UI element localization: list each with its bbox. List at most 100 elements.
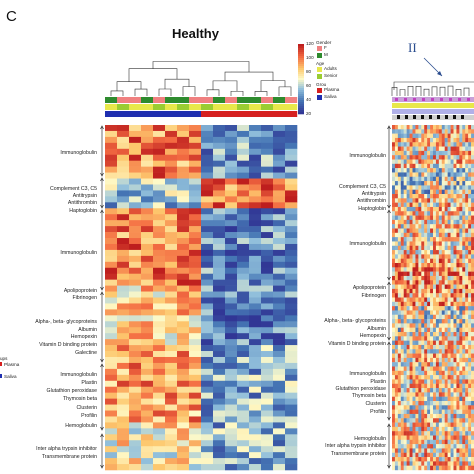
heat-cell: [177, 196, 190, 203]
heat-cell: [444, 435, 448, 441]
heat-cell: [201, 273, 214, 280]
row-group-brackets: [100, 125, 391, 469]
heat-cell: [435, 344, 440, 350]
heat-cell: [403, 392, 407, 397]
heat-cell: [456, 284, 460, 290]
heat-cell: [421, 271, 425, 277]
heat-cell: [392, 362, 396, 367]
legend-gradient-step: [298, 62, 304, 65]
heat-cell: [465, 237, 469, 242]
heat-cell: [433, 465, 437, 471]
heat-cell: [438, 336, 442, 341]
heat-cell: [249, 178, 262, 185]
heat-cell: [424, 254, 428, 259]
bracket-arrow: [100, 204, 104, 209]
heat-cell: [447, 245, 451, 251]
heat-cell: [424, 293, 428, 298]
heat-cell: [424, 245, 428, 251]
heat-cell: [285, 398, 298, 405]
heat-cell: [394, 146, 399, 152]
heat-cell: [438, 465, 442, 471]
heat-cell: [468, 306, 472, 311]
heat-cell: [433, 219, 437, 225]
heat-cell: [415, 224, 419, 229]
heat-cell: [117, 315, 130, 322]
heat-cell: [465, 176, 469, 182]
heat-cell: [430, 332, 434, 337]
heat-cell: [249, 261, 262, 269]
heat-cell: [153, 428, 166, 435]
heat-cell: [462, 401, 466, 406]
heat-cell: [468, 228, 472, 234]
heat-cell: [430, 284, 434, 290]
heat-cell: [409, 189, 413, 195]
heat-cell: [237, 327, 250, 334]
heat-cell: [430, 137, 434, 143]
heat-cell: [213, 345, 226, 352]
heat-cell: [105, 398, 118, 405]
heat-cell: [465, 362, 469, 367]
heat-cell: [462, 146, 466, 152]
heat-cell: [261, 178, 274, 185]
heat-cell: [427, 215, 431, 221]
heat-cell: [261, 172, 274, 179]
heat-cell: [435, 146, 440, 152]
heat-cell: [441, 245, 445, 251]
heat-cell: [453, 150, 457, 156]
heat-cell: [400, 142, 404, 147]
heat-cell: [465, 306, 469, 311]
heat-cell: [450, 319, 454, 324]
heat-cell: [403, 426, 407, 432]
legend-gradient-step: [298, 84, 304, 87]
heat-cell: [177, 321, 190, 328]
heat-cell: [415, 275, 419, 281]
heat-cell: [141, 315, 154, 322]
heat-cell: [165, 226, 178, 233]
heat-cell: [394, 206, 399, 212]
heat-cell: [394, 349, 399, 354]
heat-cell: [438, 159, 442, 165]
heat-cell: [189, 327, 202, 334]
heat-cell: [433, 163, 437, 169]
heat-cell: [412, 237, 416, 242]
heat-cell: [468, 297, 472, 303]
heat-cell: [456, 362, 460, 367]
heat-cell: [213, 166, 226, 173]
heat-cell: [201, 285, 214, 292]
heat-cell: [456, 237, 460, 242]
heat-cell: [273, 142, 286, 150]
heat-cell: [415, 353, 419, 359]
heat-cell: [468, 137, 472, 143]
heat-cell: [189, 303, 202, 310]
heat-cell: [189, 125, 202, 132]
heat-cell: [141, 148, 154, 156]
heat-cell: [471, 185, 474, 190]
heat-cell: [129, 160, 142, 167]
heat-cell: [465, 172, 469, 177]
heat-cell: [213, 398, 226, 405]
heat-cell: [418, 181, 422, 186]
heat-cell: [435, 444, 440, 449]
heat-cell: [403, 297, 407, 303]
heat-cell: [441, 194, 445, 199]
heat-cell: [249, 410, 262, 417]
heat-cell: [392, 401, 396, 406]
heat-cell: [403, 211, 407, 216]
heat-cell: [453, 353, 457, 359]
heat-cell: [459, 379, 463, 384]
heat-cell: [438, 396, 442, 402]
heat-cell: [285, 148, 298, 156]
heat-cell: [462, 133, 466, 139]
heat-cell: [468, 327, 472, 333]
heat-cell: [392, 142, 396, 147]
heat-cell: [427, 336, 431, 341]
heat-cell: [412, 250, 416, 255]
heat-cell: [141, 178, 154, 185]
heat-cell: [201, 148, 214, 156]
heat-cell: [424, 271, 428, 277]
heat-cell: [421, 336, 425, 341]
legend-tick-label: 100: [306, 55, 314, 60]
heat-cell: [213, 464, 226, 471]
heat-cell: [427, 133, 431, 139]
heat-cell: [444, 211, 448, 216]
